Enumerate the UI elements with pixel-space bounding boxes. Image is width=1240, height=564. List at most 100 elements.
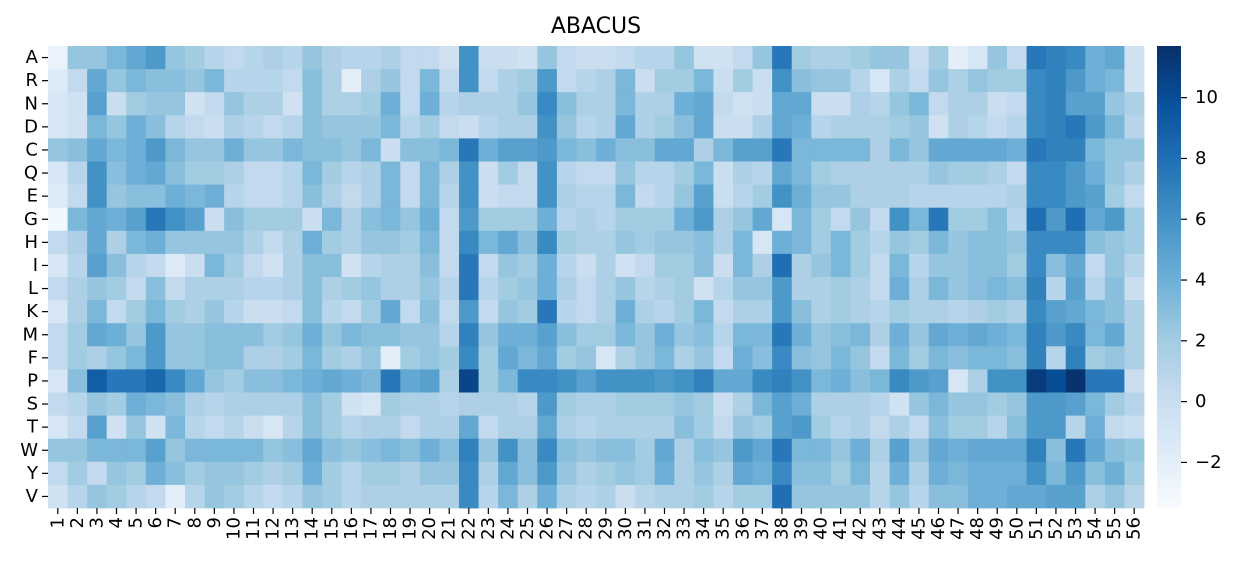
heatmap-cell bbox=[498, 369, 519, 393]
heatmap-cell bbox=[243, 438, 264, 463]
heatmap-cell bbox=[596, 392, 616, 416]
heatmap-cell bbox=[204, 438, 225, 463]
heatmap-cell bbox=[517, 161, 538, 185]
heatmap-cell bbox=[459, 253, 479, 278]
heatmap-cell bbox=[713, 415, 734, 440]
heatmap-cell bbox=[752, 438, 773, 463]
heatmap-cell bbox=[811, 461, 832, 486]
heatmap-cell bbox=[537, 207, 558, 232]
heatmap-cell bbox=[811, 161, 832, 185]
heatmap-cell bbox=[478, 438, 499, 463]
heatmap-cell bbox=[576, 277, 597, 301]
heatmap-cell bbox=[302, 392, 323, 416]
heatmap-cell bbox=[459, 392, 479, 416]
heatmap-cell bbox=[967, 230, 988, 255]
heatmap-cell bbox=[106, 346, 127, 370]
heatmap-cell bbox=[341, 438, 362, 463]
heatmap-cell bbox=[419, 184, 440, 209]
heatmap-cell bbox=[439, 207, 460, 232]
heatmap-cell bbox=[772, 184, 793, 209]
heatmap-cell bbox=[439, 346, 460, 370]
heatmap-cell bbox=[282, 184, 303, 209]
heatmap-cell bbox=[361, 392, 382, 416]
heatmap-cell bbox=[48, 138, 68, 162]
heatmap-cell bbox=[263, 300, 284, 324]
heatmap-cell bbox=[419, 346, 440, 370]
heatmap-cell bbox=[263, 415, 284, 440]
heatmap-cell bbox=[752, 46, 773, 70]
heatmap-cell bbox=[243, 115, 264, 139]
heatmap-cell bbox=[772, 392, 793, 416]
heatmap-cell bbox=[400, 69, 421, 93]
heatmap-cell bbox=[1007, 161, 1027, 185]
heatmap-cell bbox=[674, 484, 695, 509]
heatmap-cell bbox=[615, 277, 636, 301]
heatmap-cell bbox=[1065, 277, 1086, 301]
heatmap-cell bbox=[596, 69, 616, 93]
heatmap-cell bbox=[1085, 161, 1106, 185]
heatmap-cell bbox=[302, 484, 323, 509]
heatmap-cell bbox=[341, 392, 362, 416]
heatmap-cell bbox=[459, 115, 479, 139]
heatmap-cell bbox=[322, 207, 342, 232]
heatmap-cell bbox=[615, 115, 636, 139]
heatmap-cell bbox=[674, 184, 695, 209]
heatmap-cell bbox=[596, 438, 616, 463]
heatmap-cell bbox=[850, 230, 871, 255]
heatmap-cell bbox=[987, 438, 1008, 463]
heatmap-cell bbox=[439, 46, 460, 70]
heatmap-cell bbox=[889, 253, 910, 278]
heatmap-cell bbox=[1007, 207, 1027, 232]
heatmap-cell bbox=[341, 138, 362, 162]
heatmap-cell bbox=[674, 277, 695, 301]
heatmap-cell bbox=[713, 277, 734, 301]
heatmap-cell bbox=[556, 253, 577, 278]
heatmap-cell bbox=[635, 161, 656, 185]
heatmap-cell bbox=[811, 300, 832, 324]
heatmap-cell bbox=[361, 461, 382, 486]
heatmap-cell bbox=[400, 461, 421, 486]
heatmap-cell bbox=[948, 92, 969, 116]
heatmap-cell bbox=[204, 415, 225, 440]
heatmap-cell bbox=[576, 392, 597, 416]
heatmap-cell bbox=[341, 369, 362, 393]
heatmap-cell bbox=[67, 461, 88, 486]
heatmap-cell bbox=[67, 161, 88, 185]
heatmap-cell bbox=[478, 323, 499, 347]
heatmap-cell bbox=[654, 369, 675, 393]
heatmap-cell bbox=[1046, 369, 1067, 393]
x-tick-label: 45 bbox=[908, 517, 929, 540]
heatmap-cell bbox=[635, 46, 656, 70]
heatmap-cell bbox=[48, 461, 68, 486]
heatmap-cell bbox=[713, 392, 734, 416]
heatmap-cell bbox=[830, 92, 851, 116]
heatmap-cell bbox=[87, 184, 108, 209]
heatmap-cell bbox=[322, 300, 342, 324]
heatmap-cell bbox=[556, 184, 577, 209]
heatmap-cell bbox=[987, 207, 1008, 232]
heatmap-cell bbox=[341, 253, 362, 278]
heatmap-cell bbox=[772, 69, 793, 93]
heatmap-cell bbox=[615, 346, 636, 370]
heatmap-cell bbox=[1085, 230, 1106, 255]
heatmap-cell bbox=[361, 92, 382, 116]
heatmap-cell bbox=[1026, 207, 1047, 232]
heatmap-cell bbox=[302, 369, 323, 393]
heatmap-cell bbox=[928, 46, 949, 70]
heatmap-cell bbox=[224, 115, 245, 139]
heatmap-cell bbox=[948, 461, 969, 486]
heatmap-cell bbox=[1104, 323, 1125, 347]
heatmap-cell bbox=[791, 207, 812, 232]
heatmap-cell bbox=[1046, 346, 1067, 370]
heatmap-cell bbox=[361, 346, 382, 370]
heatmap-cell bbox=[752, 115, 773, 139]
heatmap-cell bbox=[674, 438, 695, 463]
heatmap-cell bbox=[459, 277, 479, 301]
heatmap-cell bbox=[478, 277, 499, 301]
heatmap-cell bbox=[596, 346, 616, 370]
heatmap-cell bbox=[1124, 207, 1145, 232]
heatmap-cell bbox=[733, 300, 753, 324]
heatmap-cell bbox=[106, 138, 127, 162]
heatmap-cell bbox=[615, 161, 636, 185]
heatmap-cell bbox=[1026, 346, 1047, 370]
